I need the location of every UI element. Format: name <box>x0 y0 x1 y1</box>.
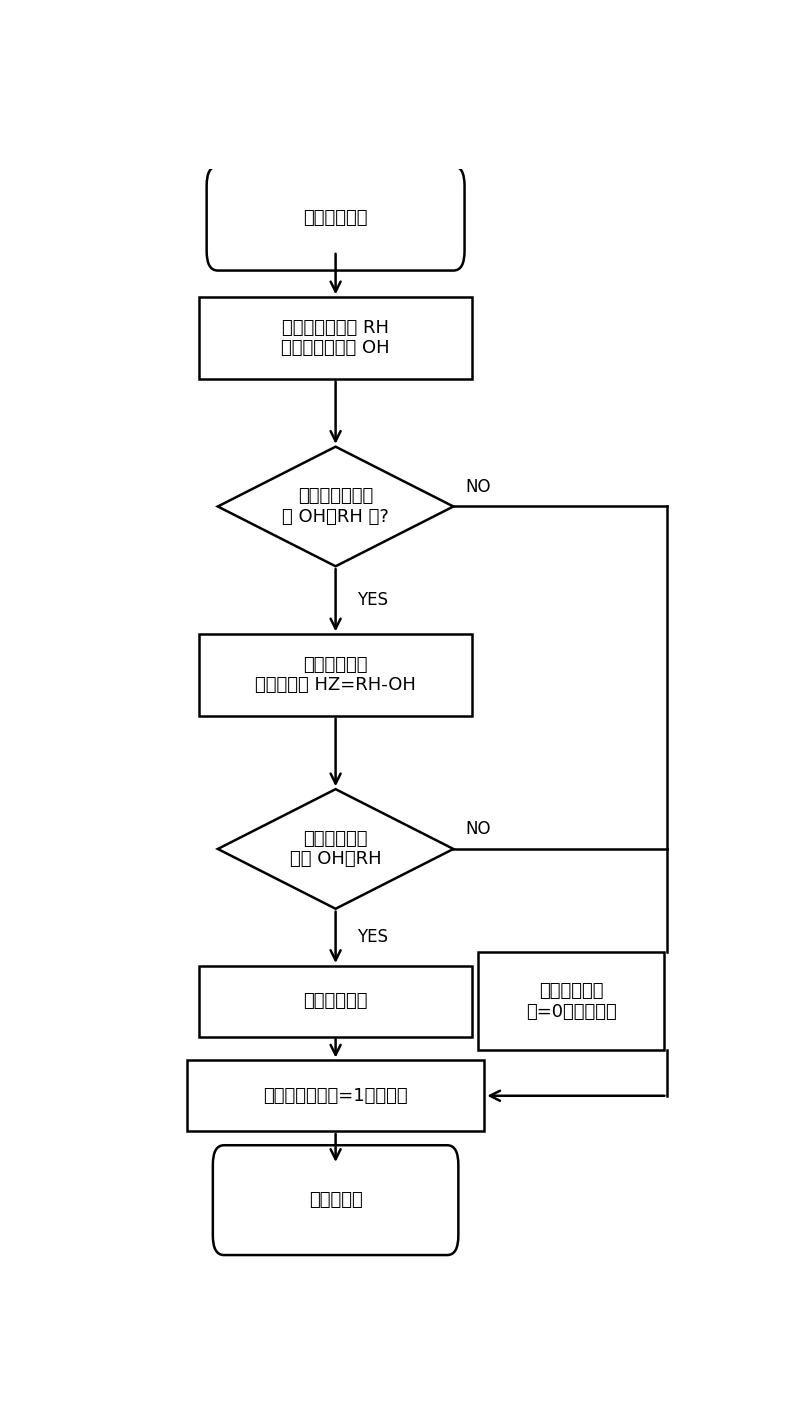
Text: NO: NO <box>466 477 491 496</box>
Text: YES: YES <box>358 928 388 946</box>
FancyBboxPatch shape <box>213 1145 458 1255</box>
Bar <box>199 297 472 378</box>
Text: 返回主程序: 返回主程序 <box>309 1192 362 1209</box>
Text: 执行加湿操作: 执行加湿操作 <box>303 993 368 1010</box>
Polygon shape <box>218 789 454 909</box>
Bar <box>199 966 472 1036</box>
Text: 执行除湿操作
计算湿度差 HZ=RH-OH: 执行除湿操作 计算湿度差 HZ=RH-OH <box>255 655 416 695</box>
Polygon shape <box>218 446 454 566</box>
Bar <box>187 1060 485 1131</box>
Text: 满足加湿度条
件且 OH＞RH: 满足加湿度条 件且 OH＞RH <box>290 830 382 868</box>
Text: 读当前室内湿度 RH
读当前室外湿度 OH: 读当前室内湿度 RH 读当前室外湿度 OH <box>282 319 390 357</box>
Text: 写湿度换风标志=1（适宜）: 写湿度换风标志=1（适宜） <box>263 1087 408 1104</box>
Text: NO: NO <box>466 820 491 839</box>
Text: YES: YES <box>358 592 388 609</box>
Bar <box>199 634 472 716</box>
Text: 满足除湿度条件
且 OH＜RH 吗?: 满足除湿度条件 且 OH＜RH 吗? <box>282 487 389 525</box>
Bar <box>478 952 664 1051</box>
Text: 湿度调节程序: 湿度调节程序 <box>303 209 368 227</box>
Text: 写湿度换风标
志=0（不适宜）: 写湿度换风标 志=0（不适宜） <box>526 981 617 1021</box>
FancyBboxPatch shape <box>206 167 465 271</box>
